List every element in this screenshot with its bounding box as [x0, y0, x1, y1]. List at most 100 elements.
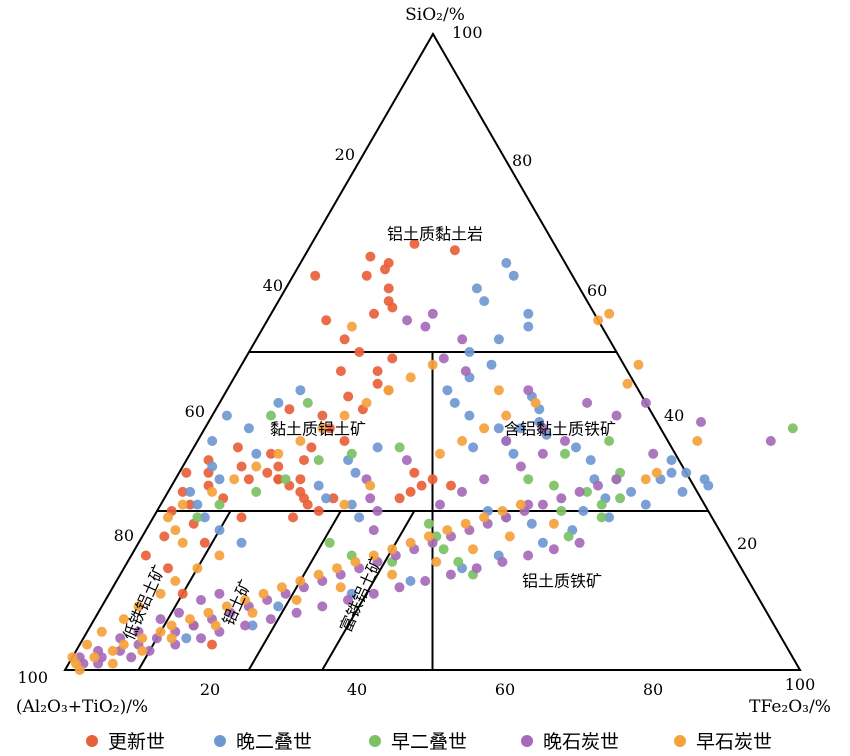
point-0-55	[383, 296, 394, 307]
point-1-36	[523, 321, 534, 332]
point-0-28	[295, 474, 306, 485]
point-2-8	[582, 486, 592, 497]
boundary-bauxite-35	[321, 510, 416, 671]
point-2-12	[394, 442, 405, 453]
point-4-23	[460, 518, 471, 529]
point-4-46	[192, 563, 203, 574]
point-3-27	[574, 486, 585, 497]
point-3-79	[765, 436, 776, 446]
point-4-41	[96, 626, 107, 637]
point-0-0	[207, 639, 217, 650]
tick-left-100: 100	[17, 668, 48, 687]
point-4-57	[317, 423, 328, 434]
point-3-75	[457, 334, 468, 345]
point-3-76	[420, 321, 431, 332]
point-0-42	[317, 410, 328, 421]
point-0-20	[232, 442, 243, 453]
point-4-32	[291, 595, 302, 605]
tick-left-80: 80	[114, 526, 134, 545]
point-0-40	[339, 436, 350, 446]
point-1-66	[626, 486, 637, 497]
point-4-52	[207, 486, 218, 497]
point-1-10	[640, 499, 651, 510]
point-4-74	[692, 436, 703, 446]
region-label-0: 铝土质黏土岩	[387, 225, 483, 244]
point-2-29	[563, 531, 574, 542]
point-4-13	[276, 582, 287, 593]
tick-bottom-20: 20	[200, 680, 220, 699]
point-4-45	[170, 576, 181, 586]
point-0-39	[306, 442, 317, 453]
point-0-65	[284, 404, 295, 415]
point-0-30	[262, 467, 273, 478]
point-0-60	[365, 251, 376, 262]
legend-label-0: 更新世	[108, 731, 165, 753]
point-0-31	[273, 461, 284, 472]
point-1-34	[464, 347, 475, 357]
axes: SiO₂/% (Al₂O₃+TiO₂)/% TFe₂O₃/% 100 100 20 40 60…	[16, 5, 831, 717]
region-boundaries	[63, 32, 802, 671]
tick-right-60: 60	[587, 281, 607, 300]
point-1-46	[185, 486, 196, 497]
legend-label-3: 晚石炭世	[543, 731, 619, 753]
point-1-62	[468, 442, 479, 453]
point-2-21	[324, 537, 335, 548]
point-3-34	[196, 633, 206, 644]
point-4-17	[350, 556, 361, 567]
point-0-25	[328, 493, 339, 504]
point-0-32	[299, 455, 309, 466]
point-3-46	[497, 556, 508, 567]
point-4-28	[137, 645, 148, 656]
point-0-51	[339, 334, 350, 345]
point-1-35	[493, 334, 504, 345]
point-0-50	[335, 366, 346, 377]
tick-bottom-100: 100	[785, 675, 816, 694]
point-2-9	[548, 480, 559, 491]
point-4-29	[166, 633, 177, 644]
point-0-6	[159, 531, 170, 542]
point-4-49	[170, 525, 181, 536]
point-3-78	[427, 308, 438, 319]
point-3-40	[343, 595, 353, 605]
point-1-54	[295, 385, 306, 396]
point-4-36	[468, 544, 478, 555]
point-4-16	[332, 563, 342, 574]
point-3-54	[155, 614, 166, 625]
point-1-45	[192, 499, 203, 510]
point-3-67	[582, 397, 593, 408]
point-1-14	[681, 467, 692, 478]
point-4-7	[166, 620, 177, 631]
point-1-44	[199, 512, 210, 523]
point-4-77	[346, 321, 357, 332]
point-1-68	[666, 455, 677, 466]
point-0-15	[181, 467, 192, 478]
point-4-72	[622, 378, 633, 389]
legend: 更新世 晚二叠世 早二叠世 晚石炭世 早石炭世	[86, 731, 772, 753]
point-0-38	[409, 467, 420, 478]
point-3-42	[394, 582, 405, 593]
point-4-71	[604, 308, 615, 319]
point-1-53	[273, 397, 284, 408]
point-0-3	[163, 563, 173, 574]
point-2-18	[192, 512, 203, 523]
point-3-63	[560, 436, 570, 446]
point-3-71	[401, 455, 412, 466]
point-4-2	[89, 652, 100, 663]
point-4-34	[387, 569, 398, 580]
point-4-43	[133, 601, 144, 612]
point-1-26	[493, 423, 504, 434]
point-4-24	[479, 512, 490, 523]
point-1-1	[247, 620, 258, 631]
point-1-55	[321, 493, 332, 504]
point-3-66	[611, 410, 622, 421]
point-0-64	[273, 474, 284, 485]
point-3-32	[144, 645, 155, 656]
point-3-44	[445, 569, 456, 580]
point-4-10	[221, 601, 232, 612]
point-4-70	[593, 315, 604, 326]
point-1-13	[703, 480, 714, 491]
point-3-28	[593, 480, 603, 491]
point-4-50	[163, 512, 173, 523]
point-3-25	[537, 499, 548, 510]
point-1-48	[207, 461, 218, 472]
